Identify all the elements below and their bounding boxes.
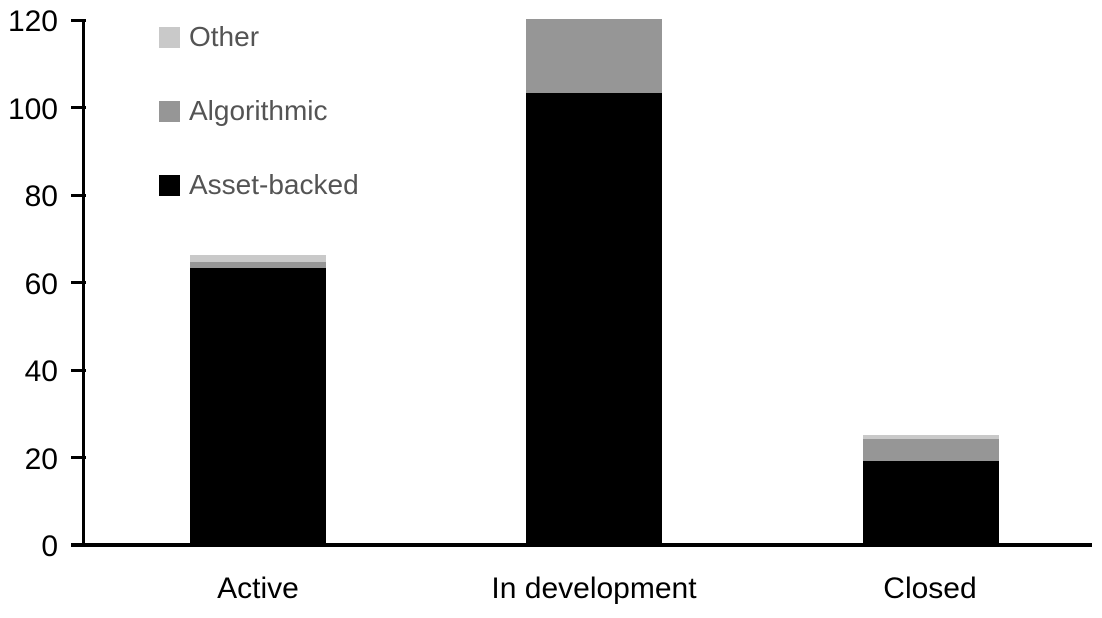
x-axis-category-label: Active	[217, 572, 299, 605]
bar-segment-other	[863, 434, 999, 439]
bar-segment-asset-backed	[863, 460, 999, 544]
y-axis-tick	[71, 456, 86, 459]
legend-label: Asset-backed	[189, 169, 359, 200]
bar-segment-asset-backed	[190, 268, 326, 544]
legend-swatch-other-icon	[159, 26, 180, 48]
legend-item-asset-backed: Asset-backed	[159, 171, 359, 199]
y-axis-tick-label: 40	[24, 355, 58, 388]
bar-segment-asset-backed	[526, 93, 662, 544]
y-axis-tick-label: 120	[7, 5, 58, 38]
legend-label: Other	[189, 21, 260, 52]
x-axis-category-label: Closed	[883, 572, 977, 605]
y-axis-tick	[71, 281, 86, 284]
x-axis-category-label: In development	[491, 572, 697, 605]
y-axis-tick-label: 80	[24, 180, 58, 213]
y-axis-tick-label: 60	[24, 267, 58, 301]
legend-label: Algorithmic	[189, 95, 328, 126]
y-axis-tick	[71, 368, 86, 372]
legend-swatch-asset-backed-icon	[159, 174, 180, 196]
bar-segment-algorithmic	[526, 19, 662, 94]
x-axis-line	[71, 543, 1092, 547]
y-axis-tick	[71, 193, 86, 197]
bar-segment-algorithmic	[863, 439, 999, 461]
y-axis-tick-label: 100	[7, 92, 58, 126]
legend-item-other: Other	[159, 23, 359, 51]
y-axis-tick	[71, 18, 86, 22]
legend-item-algorithmic: Algorithmic	[159, 97, 359, 125]
bar-segment-other	[190, 255, 326, 262]
legend-swatch-algorithmic-icon	[159, 100, 180, 122]
y-axis-tick-label: 0	[41, 530, 58, 563]
y-axis-tick-label: 20	[24, 442, 58, 476]
y-axis-tick	[71, 106, 86, 109]
legend: Other Algorithmic Asset-backed	[159, 23, 359, 199]
bar-segment-algorithmic	[190, 261, 326, 269]
